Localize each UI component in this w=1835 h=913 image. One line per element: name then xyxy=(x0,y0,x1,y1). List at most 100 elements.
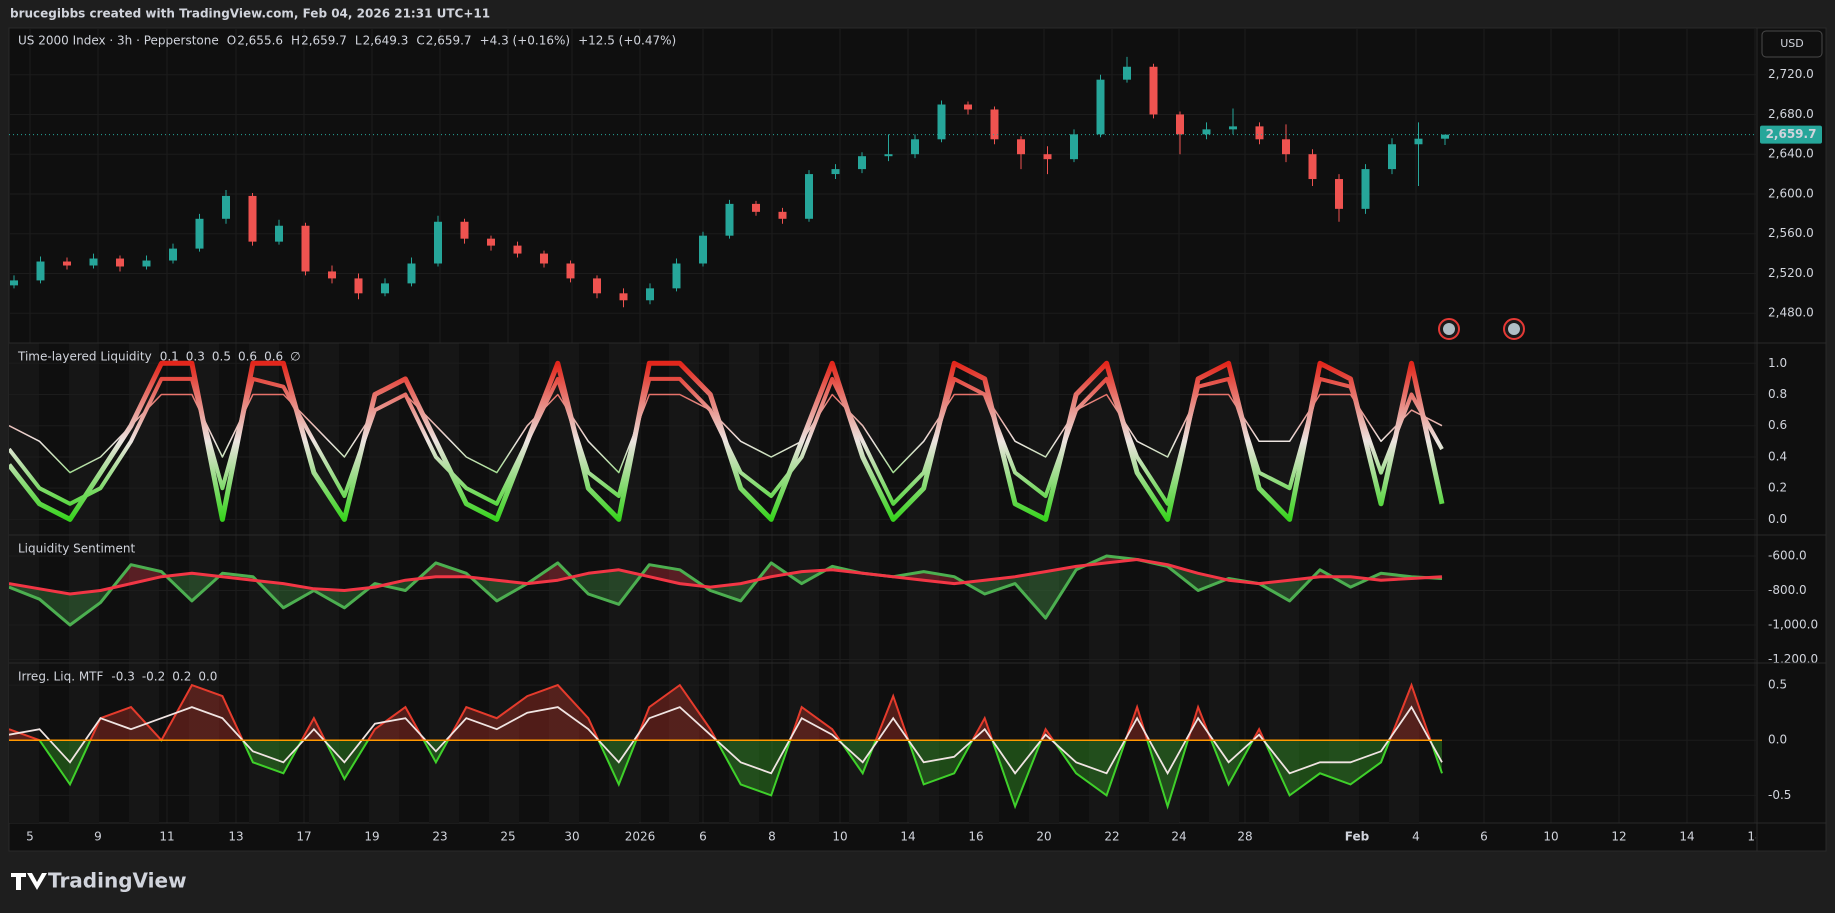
indicator-line xyxy=(9,682,1443,810)
x-tick-label: 10 xyxy=(1543,830,1558,844)
candle-body xyxy=(222,195,230,219)
candle-body xyxy=(1202,129,1211,135)
session-shade xyxy=(1149,535,1179,663)
session-shade xyxy=(369,343,399,535)
session-shade xyxy=(69,343,99,535)
legend-text: L xyxy=(355,34,362,48)
y-tick-label: 2,680.0 xyxy=(1768,107,1814,121)
x-tick-label: 8 xyxy=(768,830,776,844)
session-shade xyxy=(9,663,39,823)
candle-body xyxy=(275,225,283,242)
x-tick-label: 14 xyxy=(1679,830,1694,844)
legend-text: O xyxy=(227,34,236,48)
legend-text: 2,659.7 xyxy=(426,34,472,48)
y-tick-label: 2,520.0 xyxy=(1768,266,1814,280)
x-tick-label: 11 xyxy=(159,830,174,844)
candle-body xyxy=(752,203,760,212)
candle-body xyxy=(36,261,45,281)
candle-body xyxy=(619,293,628,301)
event-icon[interactable] xyxy=(1438,318,1460,340)
y-tick-label: -0.5 xyxy=(1768,788,1791,802)
currency-button[interactable] xyxy=(1761,30,1823,58)
x-tick-label: 18 xyxy=(1747,830,1762,844)
y-tick-label: -600.0 xyxy=(1768,549,1807,563)
x-tick-label: 30 xyxy=(564,830,579,844)
brand-logo xyxy=(11,873,47,890)
brand-name: TradingView xyxy=(48,869,187,893)
candle-body xyxy=(990,109,999,140)
legend-text: 0.3 xyxy=(186,350,205,364)
session-shade xyxy=(129,663,159,823)
pane xyxy=(9,56,1756,314)
header-text: brucegibbs created with TradingView.com,… xyxy=(10,7,490,21)
x-tick-label: 5 xyxy=(26,830,34,844)
y-tick-label: 0.6 xyxy=(1768,418,1787,432)
session-shade xyxy=(669,343,699,535)
candle-body xyxy=(1335,179,1343,209)
candle-body xyxy=(1070,134,1078,160)
candle-body xyxy=(805,174,813,219)
session-shade xyxy=(549,535,579,663)
x-tick-label: 14 xyxy=(900,830,915,844)
candle-body xyxy=(937,104,946,140)
area-fill xyxy=(9,685,1442,807)
y-tick-label: 0.5 xyxy=(1768,678,1787,692)
candle-body xyxy=(1441,134,1449,139)
indicator-line xyxy=(9,705,1443,776)
x-tick-label: 16 xyxy=(968,830,983,844)
candle-body xyxy=(1043,154,1052,160)
y-tick-label: 2,640.0 xyxy=(1768,147,1814,161)
y-tick-label: 1.0 xyxy=(1768,356,1787,370)
last-price-box xyxy=(1760,125,1822,144)
session-shade xyxy=(1089,343,1119,535)
indicator-line xyxy=(9,554,1443,627)
session-shade xyxy=(669,535,699,663)
candle-body xyxy=(1308,154,1317,180)
session-shade xyxy=(489,663,519,823)
y-tick-label: -800.0 xyxy=(1768,583,1807,597)
x-tick-label: 25 xyxy=(500,830,515,844)
x-tick-label: 10 xyxy=(832,830,847,844)
legend-text: 0.1 xyxy=(160,350,179,364)
x-tick-label: 12 xyxy=(1611,830,1626,844)
candle-body xyxy=(831,169,840,175)
candle-body xyxy=(1176,114,1184,135)
legend-text: 0.6 xyxy=(264,350,283,364)
y-tick-label: 2,560.0 xyxy=(1768,226,1814,240)
session-shade xyxy=(429,535,459,663)
session-shade xyxy=(669,663,699,823)
candle-body xyxy=(699,235,707,264)
candle-body xyxy=(778,211,787,219)
session-shade xyxy=(849,343,879,535)
candle-body xyxy=(381,283,389,294)
candle-body xyxy=(540,253,548,264)
candle-body xyxy=(725,203,734,236)
session-shade xyxy=(789,535,819,663)
legend-text: 0.6 xyxy=(238,350,257,364)
candle-body xyxy=(248,195,257,242)
x-tick-label: 22 xyxy=(1104,830,1119,844)
session-shade xyxy=(849,535,879,663)
candle-body xyxy=(1123,66,1131,80)
x-tick-label: 24 xyxy=(1171,830,1186,844)
candle-body xyxy=(884,154,893,157)
candle-body xyxy=(1255,126,1264,140)
legend-text: -0.2 xyxy=(142,670,165,684)
x-tick-label: 28 xyxy=(1237,830,1252,844)
y-tick-label: -1,200.0 xyxy=(1768,652,1818,666)
session-shade xyxy=(369,535,399,663)
session-shade xyxy=(969,535,999,663)
candle-body xyxy=(407,263,416,284)
legend-text: Liquidity Sentiment xyxy=(18,542,135,556)
session-shade xyxy=(1089,535,1119,663)
legend-text: 2,659.7 xyxy=(301,34,347,48)
session-shade xyxy=(729,343,759,535)
candle-body xyxy=(434,221,442,264)
x-tick-label: 13 xyxy=(228,830,243,844)
event-icon[interactable] xyxy=(1503,318,1525,340)
candle-body xyxy=(1361,169,1370,209)
session-shade xyxy=(1149,343,1179,535)
session-shade xyxy=(789,663,819,823)
candle-body xyxy=(566,263,575,279)
session-shade xyxy=(1329,535,1359,663)
